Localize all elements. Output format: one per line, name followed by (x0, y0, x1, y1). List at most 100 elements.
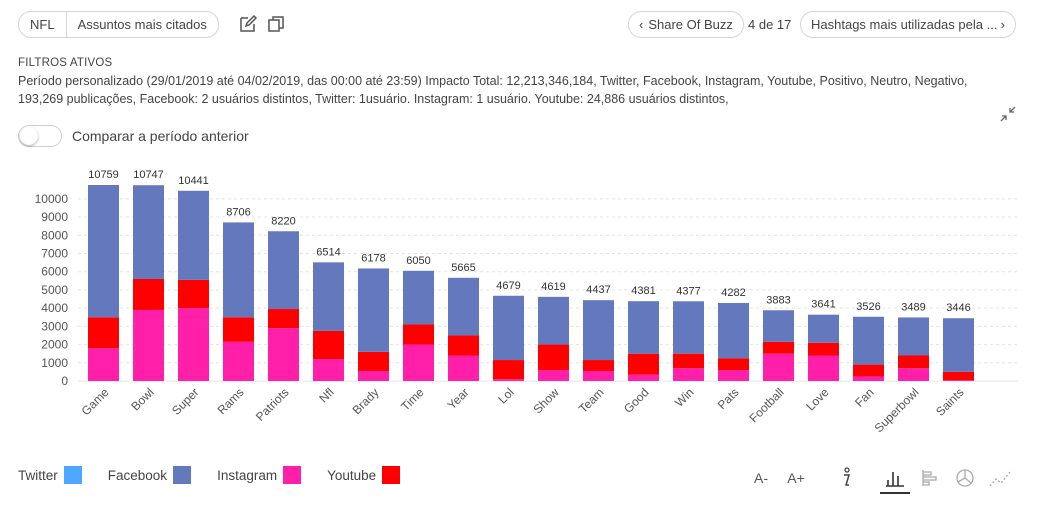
stacked-bar-chart: 0 1000 2000 3000 4000 5000 6000 7000 8000 9000 100… (35, 169, 1018, 435)
bar-segment-facebook (268, 231, 299, 310)
top-bar: NFL Assuntos mais citados ‹ Share Of Buz… (18, 11, 1018, 38)
legend-label-youtube: Youtube (327, 467, 377, 483)
legend-item-twitter[interactable]: Twitter (18, 466, 82, 484)
prev-chart-label: Share Of Buzz (648, 17, 733, 32)
data-label: 4437 (586, 284, 610, 296)
data-label: 6178 (361, 252, 385, 264)
y-tick-label: 10000 (35, 192, 69, 206)
bar-segment-instagram (628, 374, 659, 381)
bar-segment-facebook (808, 314, 839, 343)
breadcrumb-item-topics[interactable]: Assuntos mais citados (77, 17, 207, 32)
line-chart-icon[interactable] (988, 464, 1012, 492)
x-tick-label: Patriots (253, 385, 292, 424)
bar-segment-youtube (763, 341, 794, 354)
y-tick-label: 5000 (41, 283, 68, 297)
pie-chart-icon[interactable] (954, 464, 976, 492)
x-tick-label: Love (803, 385, 832, 414)
horizontal-bar-chart-icon[interactable] (920, 464, 942, 492)
data-label: 8220 (271, 215, 295, 227)
x-tick-label: Superbowl (872, 385, 922, 435)
bar-segment-instagram (898, 368, 929, 381)
bar-segment-facebook (133, 185, 164, 279)
bar-segment-facebook (943, 318, 974, 372)
bar-segment-youtube (853, 364, 884, 377)
active-filters: FILTROS ATIVOS Período personalizado (29… (18, 54, 1018, 108)
x-tick-label: Show (530, 385, 561, 416)
font-increase-button[interactable]: A+ (787, 470, 805, 486)
bar-segment-youtube (88, 317, 119, 349)
font-decrease-button[interactable]: A- (754, 470, 768, 486)
compare-toggle-row: Comparar a período anterior (18, 125, 249, 147)
x-tick-label: Nfl (316, 385, 336, 405)
legend-item-instagram[interactable]: Instagram (217, 466, 302, 484)
x-tick-label: Win (672, 385, 697, 410)
breadcrumb-item-nfl[interactable]: NFL (30, 17, 55, 32)
x-tick-label: Team (576, 385, 607, 416)
y-tick-label: 2000 (41, 338, 68, 352)
y-tick-label: 3000 (41, 319, 68, 333)
legend-swatch-twitter (63, 466, 82, 484)
data-label: 10747 (133, 169, 164, 181)
legend-item-youtube[interactable]: Youtube (327, 466, 401, 484)
info-icon[interactable] (836, 464, 856, 492)
bar-segment-youtube (313, 330, 344, 360)
bar-segment-youtube (583, 360, 614, 371)
bar-segment-instagram (313, 359, 344, 381)
breadcrumb: NFL Assuntos mais citados (18, 11, 219, 38)
data-label: 8706 (226, 206, 250, 218)
legend: Twitter Facebook Instagram Youtube (18, 466, 426, 484)
compare-toggle[interactable] (18, 125, 62, 147)
bar-segment-instagram (493, 379, 524, 381)
bar-segment-facebook (313, 262, 344, 331)
bar-segment-facebook (178, 190, 209, 280)
bar-segment-facebook (88, 185, 119, 318)
data-label: 6050 (406, 255, 430, 267)
x-tick-label: Saints (933, 385, 966, 418)
bar-segment-instagram (268, 328, 299, 381)
bar-segment-instagram (538, 370, 569, 381)
filters-line-1: Período personalizado (29/01/2019 até 04… (18, 74, 968, 88)
x-tick-label: Fan (852, 385, 877, 410)
toggle-knob (20, 127, 38, 145)
data-label: 3489 (901, 301, 925, 313)
bar-segment-youtube (178, 279, 209, 309)
bar-segment-youtube (943, 371, 974, 381)
breadcrumb-separator (65, 12, 67, 37)
y-tick-label: 6000 (41, 265, 68, 279)
next-chart-label: Hashtags mais utilizadas pela ... (811, 17, 998, 32)
data-label: 3526 (856, 301, 880, 313)
x-tick-label: Rams (215, 385, 247, 417)
bar-segment-youtube (718, 358, 749, 371)
bar-segment-instagram (853, 376, 884, 381)
page-indicator: 4 de 17 (748, 17, 792, 32)
bar-segment-facebook (493, 295, 524, 361)
bar-segment-facebook (223, 222, 254, 318)
data-label: 4377 (676, 285, 700, 297)
chevron-left-icon: ‹ (639, 17, 644, 32)
next-chart-button[interactable]: Hashtags mais utilizadas pela ... › (800, 11, 1016, 38)
bar-chart-icon[interactable] (880, 464, 910, 494)
bar-segment-youtube (673, 353, 704, 369)
legend-label-twitter: Twitter (18, 467, 58, 483)
x-tick-label: Pats (715, 385, 742, 412)
x-tick-label: Lol (495, 385, 516, 406)
bar-segment-youtube (268, 309, 299, 329)
legend-item-facebook[interactable]: Facebook (108, 466, 192, 484)
bar-segment-facebook (898, 317, 929, 356)
bar-segment-facebook (583, 300, 614, 361)
collapse-icon[interactable] (998, 104, 1018, 124)
bar-segment-youtube (538, 344, 569, 371)
data-label: 4381 (631, 285, 655, 297)
x-tick-label: Bowl (128, 385, 156, 413)
data-label: 10441 (178, 175, 209, 187)
bar-segment-youtube (358, 351, 389, 371)
legend-label-instagram: Instagram (217, 467, 278, 483)
edit-icon[interactable] (238, 14, 258, 34)
bar-segment-instagram (178, 308, 209, 381)
copy-icon[interactable] (266, 14, 286, 34)
bar-segment-facebook (673, 301, 704, 354)
data-label: 10759 (88, 169, 119, 181)
bar-segment-instagram (403, 344, 434, 381)
chevron-right-icon: › (1000, 17, 1005, 32)
prev-chart-button[interactable]: ‹ Share Of Buzz (628, 11, 744, 38)
